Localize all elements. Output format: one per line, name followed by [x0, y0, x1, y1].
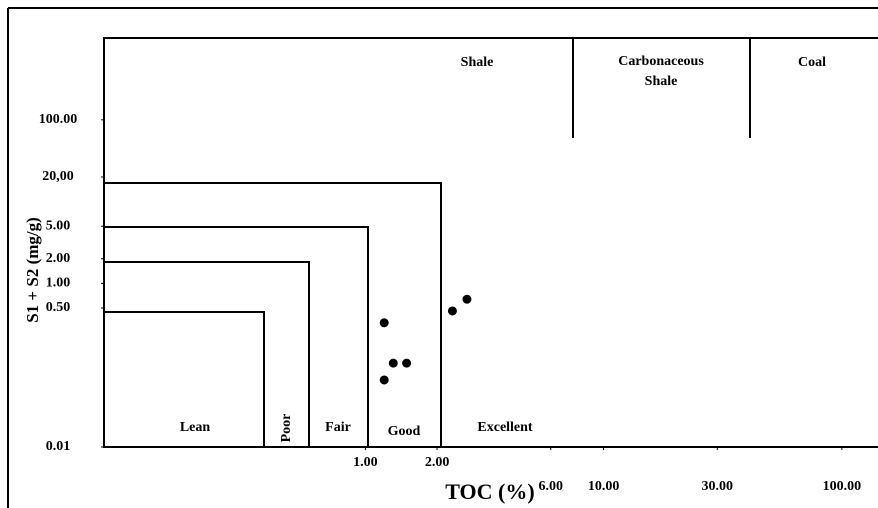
point	[402, 358, 412, 368]
x-tick-label: 10.00	[588, 479, 620, 494]
region-label: Carbonaceous Shale	[618, 54, 704, 89]
region-label: Excellent	[477, 420, 533, 435]
x-tick-label: 100.00	[823, 479, 862, 494]
point	[379, 318, 389, 328]
region-label: Coal	[798, 55, 826, 70]
y-tick-label: 2.00	[46, 251, 71, 266]
x-axis-label: TOC (%)	[445, 479, 534, 504]
x-tick-label: 6.00	[538, 479, 563, 494]
region-label: Shale	[461, 55, 494, 70]
region-label: Lean	[180, 420, 211, 435]
region-border	[104, 311, 265, 447]
region-border	[104, 226, 369, 447]
plot-frame	[103, 37, 878, 448]
y-tick-label: 20,00	[42, 169, 74, 184]
y-tick-label: 1.00	[46, 276, 71, 291]
x-tick-label: 30.00	[702, 479, 734, 494]
y-tick-label: 0.50	[46, 300, 71, 315]
point	[388, 358, 398, 368]
y-tick-label: 0.01	[46, 439, 71, 454]
x-tick-label: 1.00	[353, 455, 378, 470]
region-label: Good	[388, 424, 421, 439]
region-label: Fair	[325, 420, 351, 435]
y-tick-label: 100.00	[39, 112, 78, 127]
y-axis-label: S1 + S2 (mg/g)	[23, 217, 42, 323]
y-tick-label: 5.00	[46, 218, 71, 233]
point	[462, 294, 472, 304]
region-border	[104, 182, 442, 447]
point	[447, 306, 457, 316]
x-tick-label: 2.00	[425, 455, 450, 470]
region-border	[104, 261, 310, 447]
region-label: Poor	[279, 414, 294, 443]
point	[379, 375, 389, 385]
